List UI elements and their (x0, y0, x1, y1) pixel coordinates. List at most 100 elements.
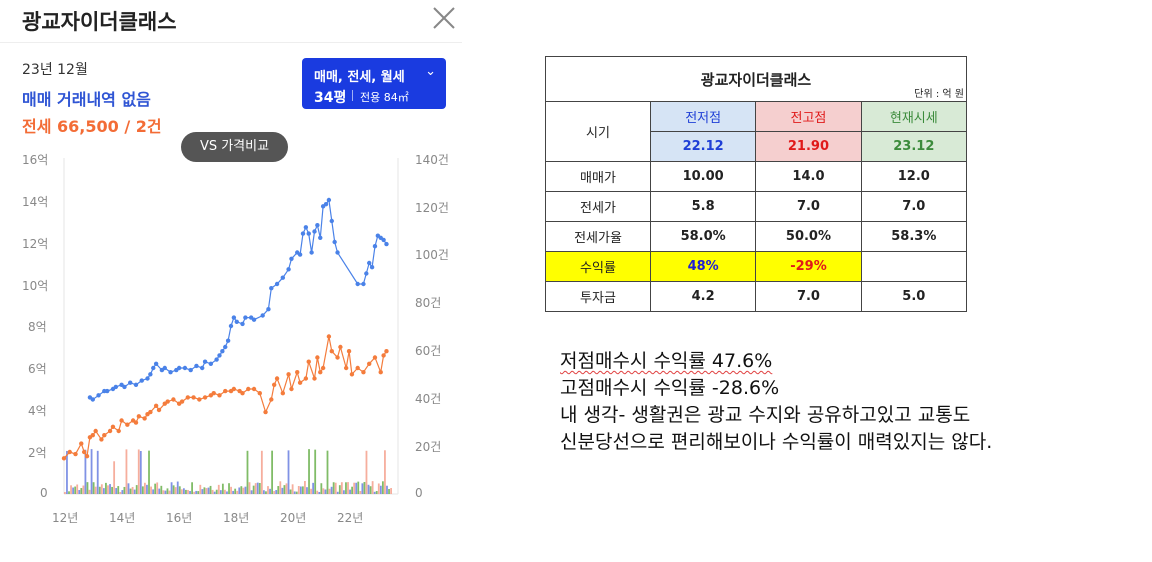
sale-price-point (297, 252, 303, 257)
volume-bar (384, 450, 386, 494)
lease-price-point (67, 449, 72, 455)
table-cell: 50.0% (755, 221, 862, 252)
pyeong-label: 34평 (314, 90, 347, 106)
vs-compare-button[interactable]: VS 가격비교 (181, 132, 288, 162)
volume-bar (275, 490, 278, 494)
volume-bar (178, 486, 181, 494)
lease-price-point (79, 441, 84, 446)
selector-divider (352, 90, 353, 101)
y-left-tick: 10억 (22, 279, 49, 293)
lease-price-point (223, 388, 228, 394)
table-cell: 4.2 (649, 281, 757, 312)
x-tick: 22년 (337, 511, 364, 525)
volume-bar (166, 488, 169, 494)
y-right-tick: 60건 (415, 344, 442, 358)
volume-bar (246, 450, 249, 494)
lease-price-point (142, 416, 147, 421)
chevron-down-icon: ⌄ (425, 64, 436, 79)
sale-price-point (145, 376, 150, 381)
lease-price-point (185, 395, 191, 400)
date-low: 22.12 (649, 131, 757, 162)
volume-bar (123, 486, 126, 494)
lease-price-point (343, 365, 349, 371)
sale-price-point (225, 338, 231, 343)
volume-bar (281, 487, 284, 494)
header-low: 전저점 (649, 101, 757, 132)
volume-bar (109, 484, 111, 494)
volume-bar (318, 491, 321, 494)
lease-price-point (156, 407, 162, 413)
table-row: 전세가 5.8 7.0 7.0 (545, 191, 968, 222)
sale-price-point (315, 223, 320, 228)
volume-bar (197, 491, 200, 494)
volume-bar (68, 491, 70, 494)
y-left-tick: 14억 (22, 195, 49, 209)
period-label: 시기 (545, 101, 651, 162)
lease-price-point (251, 386, 257, 392)
volume-bar (299, 486, 302, 494)
apartment-price-panel: 광교자이더클래스 23년 12월 매매 거래내역 없음 전세 66,500 / … (0, 0, 462, 562)
deal-types-label: 매매, 전세, 월세 (314, 70, 405, 85)
sale-price-point (384, 241, 389, 247)
volume-bar (328, 488, 331, 494)
volume-bar (301, 486, 304, 494)
volume-bar (277, 486, 280, 494)
volume-bar (332, 482, 335, 494)
volume-bar (355, 482, 358, 494)
volume-bar (127, 483, 130, 494)
sale-price-point (306, 231, 311, 236)
volume-bar (283, 485, 286, 494)
volume-bar (306, 487, 308, 494)
sale-price-point (312, 229, 317, 234)
sale-price-point (188, 367, 193, 373)
sale-price-point (96, 393, 101, 398)
volume-bar (146, 484, 148, 494)
volume-bar (148, 450, 150, 494)
volume-bar (334, 482, 337, 494)
sale-price-point (182, 365, 188, 371)
volume-bar (78, 490, 81, 494)
table-cell: 14.0 (755, 161, 862, 192)
lease-price-point (191, 395, 196, 400)
lease-price-point (378, 370, 383, 375)
y-left-tick: 8억 (28, 320, 47, 334)
lease-price-point (329, 349, 334, 354)
volume-bar (252, 485, 255, 494)
lease-price-point (355, 365, 360, 371)
deal-type-selector[interactable]: 매매, 전세, 월세 ⌄ 34평 전용 84㎡ (302, 58, 446, 109)
table-unit: 단위 : 억 원 (914, 89, 964, 100)
volume-bar (162, 490, 165, 494)
sale-price-point (309, 250, 314, 255)
lease-price-point (338, 344, 343, 350)
lease-price-point (280, 391, 286, 396)
volume-bar (195, 490, 198, 494)
header-current: 현재시세 (860, 101, 968, 132)
lease-price-point (107, 428, 113, 434)
row-label: 수익률 (545, 251, 651, 282)
lease-price-point (295, 370, 300, 375)
volume-bar (189, 491, 191, 494)
volume-bar (386, 485, 388, 494)
lease-price-point (303, 376, 309, 381)
sale-price-point (240, 321, 245, 327)
volume-bar (135, 485, 138, 494)
table-cell: 58.3% (860, 221, 968, 252)
table-cell: -29% (755, 251, 862, 282)
volume-bar (105, 482, 107, 494)
lease-price-point (312, 376, 317, 381)
table-caption: 광교자이더클래스 단위 : 억 원 (545, 56, 967, 102)
volume-bar (234, 488, 237, 494)
volume-bar (375, 491, 378, 494)
volume-bar (96, 450, 99, 494)
volume-bar (207, 487, 210, 494)
lease-price-point (286, 372, 291, 377)
sale-price-point (217, 353, 222, 358)
volume-bar (205, 488, 208, 494)
y-left-tick: 4억 (28, 404, 47, 418)
table-cell: 7.0 (860, 191, 968, 222)
volume-bar (185, 489, 187, 494)
volume-bar (80, 488, 83, 494)
y-right-tick: 100건 (415, 248, 449, 262)
close-icon[interactable] (430, 4, 458, 32)
volume-bar (160, 485, 163, 494)
